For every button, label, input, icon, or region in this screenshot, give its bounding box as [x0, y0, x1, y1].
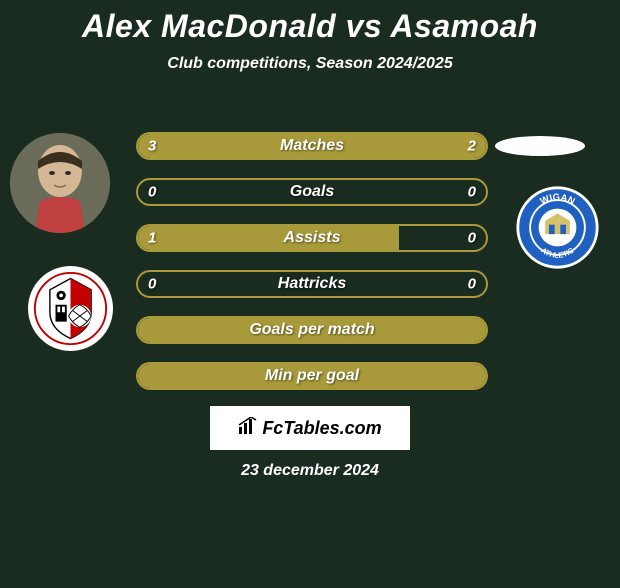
- stat-label: Assists: [284, 229, 341, 247]
- stat-label: Min per goal: [265, 367, 359, 385]
- stat-row: Goals per match: [136, 316, 488, 344]
- stat-value-left: 0: [148, 276, 156, 293]
- stat-value-right: 0: [468, 276, 476, 293]
- player-face-icon: [10, 133, 110, 233]
- logo-text: FcTables.com: [262, 418, 381, 439]
- stat-row: 0 0 Hattricks: [136, 270, 488, 298]
- stat-fill-left: [138, 226, 399, 250]
- chart-icon: [238, 417, 258, 440]
- stat-row: 1 0 Assists: [136, 224, 488, 252]
- stats-container: 3 2 Matches 0 0 Goals 1 0 Assists 0 0 Hattricks Goal…: [136, 132, 488, 408]
- stat-row: Min per goal: [136, 362, 488, 390]
- stat-value-left: 0: [148, 184, 156, 201]
- date-text: 23 december 2024: [241, 462, 379, 480]
- wigan-badge-icon: WIGAN ATHLETIC: [515, 185, 600, 270]
- stat-label: Goals: [290, 183, 334, 201]
- stat-value-left: 3: [148, 138, 156, 155]
- page-title: Alex MacDonald vs Asamoah: [0, 8, 620, 45]
- club-left-badge: [28, 266, 113, 351]
- stat-row: 0 0 Goals: [136, 178, 488, 206]
- stat-value-right: 0: [468, 230, 476, 247]
- stat-value-right: 2: [468, 138, 476, 155]
- stat-fill-right: [347, 134, 486, 158]
- stat-label: Hattricks: [278, 275, 346, 293]
- stat-value-left: 1: [148, 230, 156, 247]
- stat-label: Matches: [280, 137, 344, 155]
- subtitle: Club competitions, Season 2024/2025: [0, 55, 620, 73]
- stat-row: 3 2 Matches: [136, 132, 488, 160]
- rotherham-badge-icon: [33, 271, 108, 346]
- player-left-photo: [10, 133, 110, 233]
- fctables-logo: FcTables.com: [210, 406, 410, 450]
- club-right-badge: WIGAN ATHLETIC: [515, 185, 600, 270]
- stat-label: Goals per match: [249, 321, 374, 339]
- player-right-placeholder: [495, 136, 585, 156]
- stat-value-right: 0: [468, 184, 476, 201]
